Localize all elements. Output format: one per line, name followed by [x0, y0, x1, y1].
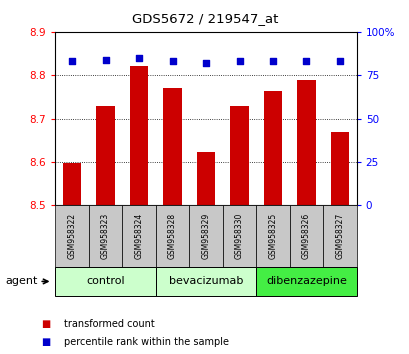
Point	[135, 55, 142, 61]
Text: GSM958327: GSM958327	[335, 213, 344, 259]
Bar	[155, 205, 189, 267]
Text: ■: ■	[41, 319, 50, 329]
Bar	[96, 107, 115, 205]
Text: GSM958324: GSM958324	[134, 213, 143, 259]
Text: control: control	[86, 276, 125, 286]
Bar	[289, 205, 322, 267]
Bar	[155, 267, 256, 296]
Point	[302, 58, 309, 64]
Point	[102, 57, 109, 62]
Text: GSM958323: GSM958323	[101, 213, 110, 259]
Bar	[163, 88, 181, 205]
Text: GSM958325: GSM958325	[268, 213, 277, 259]
Text: GSM958329: GSM958329	[201, 213, 210, 259]
Point	[336, 58, 342, 64]
Text: dibenzazepine: dibenzazepine	[265, 276, 346, 286]
Text: transformed count: transformed count	[63, 319, 154, 329]
Text: GDS5672 / 219547_at: GDS5672 / 219547_at	[131, 12, 278, 25]
Bar	[189, 205, 222, 267]
Bar	[263, 91, 281, 205]
Bar	[55, 267, 155, 296]
Text: bevacizumab: bevacizumab	[169, 276, 243, 286]
Text: GSM958322: GSM958322	[67, 213, 76, 259]
Bar	[63, 163, 81, 205]
Bar	[322, 205, 356, 267]
Point	[269, 58, 276, 64]
Point	[236, 58, 242, 64]
Point	[69, 58, 75, 64]
Text: GSM958326: GSM958326	[301, 213, 310, 259]
Bar	[130, 66, 148, 205]
Text: GSM958330: GSM958330	[234, 213, 243, 259]
Text: percentile rank within the sample: percentile rank within the sample	[63, 337, 228, 347]
Bar	[230, 105, 248, 205]
Text: agent: agent	[5, 276, 37, 286]
Bar	[222, 205, 256, 267]
Bar	[256, 205, 289, 267]
Bar	[55, 205, 89, 267]
Point	[202, 60, 209, 66]
Bar	[196, 153, 215, 205]
Point	[169, 58, 175, 64]
Bar	[256, 267, 356, 296]
Text: ■: ■	[41, 337, 50, 347]
Bar	[89, 205, 122, 267]
Bar	[297, 80, 315, 205]
Bar	[330, 132, 348, 205]
Bar	[122, 205, 155, 267]
Text: GSM958328: GSM958328	[168, 213, 177, 259]
